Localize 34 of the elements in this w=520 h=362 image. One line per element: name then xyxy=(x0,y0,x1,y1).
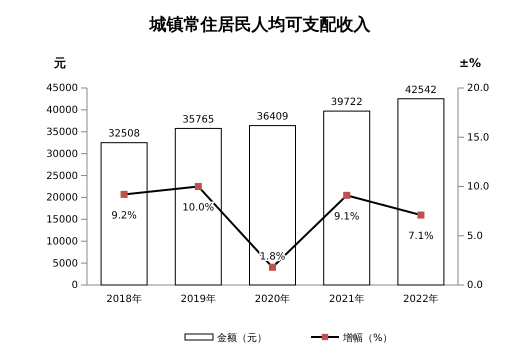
data-label: 35765 xyxy=(182,114,214,126)
y-tick-label: 0 xyxy=(72,280,78,292)
y-axis-title: 元 xyxy=(53,56,66,70)
y-tick-label: 40000 xyxy=(46,105,78,116)
y2-tick-label: 0.0 xyxy=(467,280,483,292)
data-label: 7.1% xyxy=(408,231,434,242)
y2-axis-title: ±% xyxy=(458,56,482,70)
y-tick-label: 30000 xyxy=(46,148,78,160)
data-label: 9.2% xyxy=(111,210,137,222)
y-tick-label: 25000 xyxy=(46,170,78,182)
x-tick-label: 2021年 xyxy=(328,293,364,305)
data-label: 32508 xyxy=(108,128,140,140)
legend-label: 增幅（%） xyxy=(342,332,393,344)
x-tick-label: 2019年 xyxy=(180,293,216,305)
y2-tick-label: 5.0 xyxy=(467,230,483,242)
y-tick-label: 10000 xyxy=(46,236,78,248)
x-tick-label: 2022年 xyxy=(403,293,439,305)
y-tick-label: 15000 xyxy=(46,214,78,226)
y-tick-label: 35000 xyxy=(46,126,78,138)
y2-tick-label: 15.0 xyxy=(467,132,490,144)
data-label: 36409 xyxy=(256,112,288,123)
data-label: 42542 xyxy=(404,84,437,96)
y-tick-label: 45000 xyxy=(46,83,78,94)
legend-label: 金额（元） xyxy=(217,332,267,344)
x-tick-label: 2020年 xyxy=(254,293,290,305)
chart-title: 城镇常住居民人均可支配收入 xyxy=(148,15,372,35)
y2-tick-label: 10.0 xyxy=(467,182,490,193)
data-label: 9.1% xyxy=(334,211,360,222)
y2-tick-label: 20.0 xyxy=(467,83,490,94)
data-label: 10.0% xyxy=(182,202,214,214)
x-tick-label: 2018年 xyxy=(106,293,142,305)
data-label: 39722 xyxy=(330,97,363,108)
y-tick-label: 5000 xyxy=(52,258,78,270)
y-tick-label: 20000 xyxy=(46,192,78,204)
